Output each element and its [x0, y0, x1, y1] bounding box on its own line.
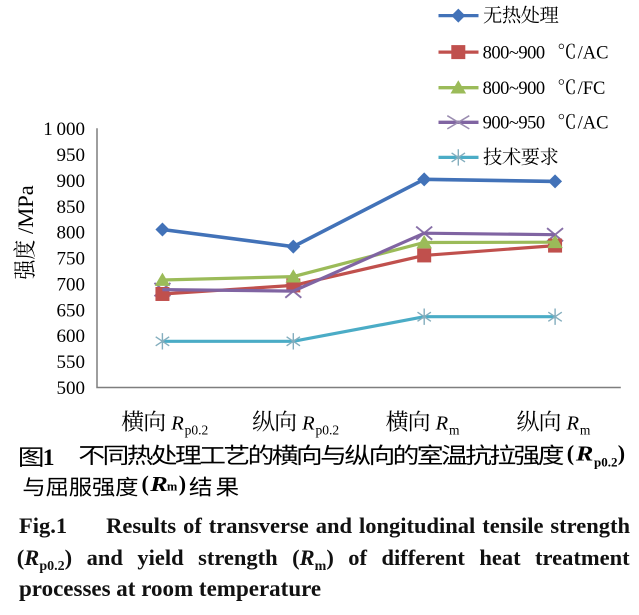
- svg-text:1 000: 1 000: [43, 119, 85, 140]
- svg-text:/AC: /AC: [578, 43, 609, 63]
- svg-text:800~900: 800~900: [483, 43, 545, 63]
- svg-text:850: 850: [57, 197, 86, 218]
- svg-text:R: R: [435, 413, 449, 435]
- svg-text:900~950: 900~950: [483, 114, 545, 134]
- svg-text:m: m: [449, 423, 460, 438]
- svg-text:900: 900: [57, 171, 86, 192]
- svg-text:R: R: [575, 442, 594, 465]
- svg-text:m: m: [167, 479, 178, 493]
- svg-text:m: m: [580, 423, 591, 438]
- svg-text:600: 600: [57, 326, 86, 347]
- svg-text:(: (: [567, 440, 574, 465]
- svg-text:R: R: [149, 473, 168, 496]
- svg-text:/AC: /AC: [578, 114, 609, 134]
- svg-text:750: 750: [57, 249, 86, 270]
- svg-text:p0.2: p0.2: [185, 423, 209, 438]
- svg-text:): ): [179, 471, 186, 496]
- svg-text:550: 550: [57, 352, 86, 373]
- svg-text:500: 500: [57, 378, 86, 399]
- svg-text:R: R: [301, 413, 315, 435]
- svg-text:1: 1: [43, 445, 55, 471]
- svg-text:): ): [618, 440, 625, 465]
- svg-text:/MPa: /MPa: [13, 185, 38, 234]
- svg-text:/FC: /FC: [578, 79, 606, 99]
- svg-text:650: 650: [57, 300, 86, 321]
- svg-text:700: 700: [57, 275, 86, 296]
- svg-text:p0.2: p0.2: [316, 423, 340, 438]
- svg-text:800: 800: [57, 223, 86, 244]
- svg-text:800~900: 800~900: [483, 79, 545, 99]
- svg-text:p0.2: p0.2: [594, 455, 617, 470]
- svg-text:(: (: [142, 471, 149, 496]
- svg-text:R: R: [170, 413, 184, 435]
- svg-text:950: 950: [57, 145, 86, 166]
- svg-text:R: R: [566, 413, 580, 435]
